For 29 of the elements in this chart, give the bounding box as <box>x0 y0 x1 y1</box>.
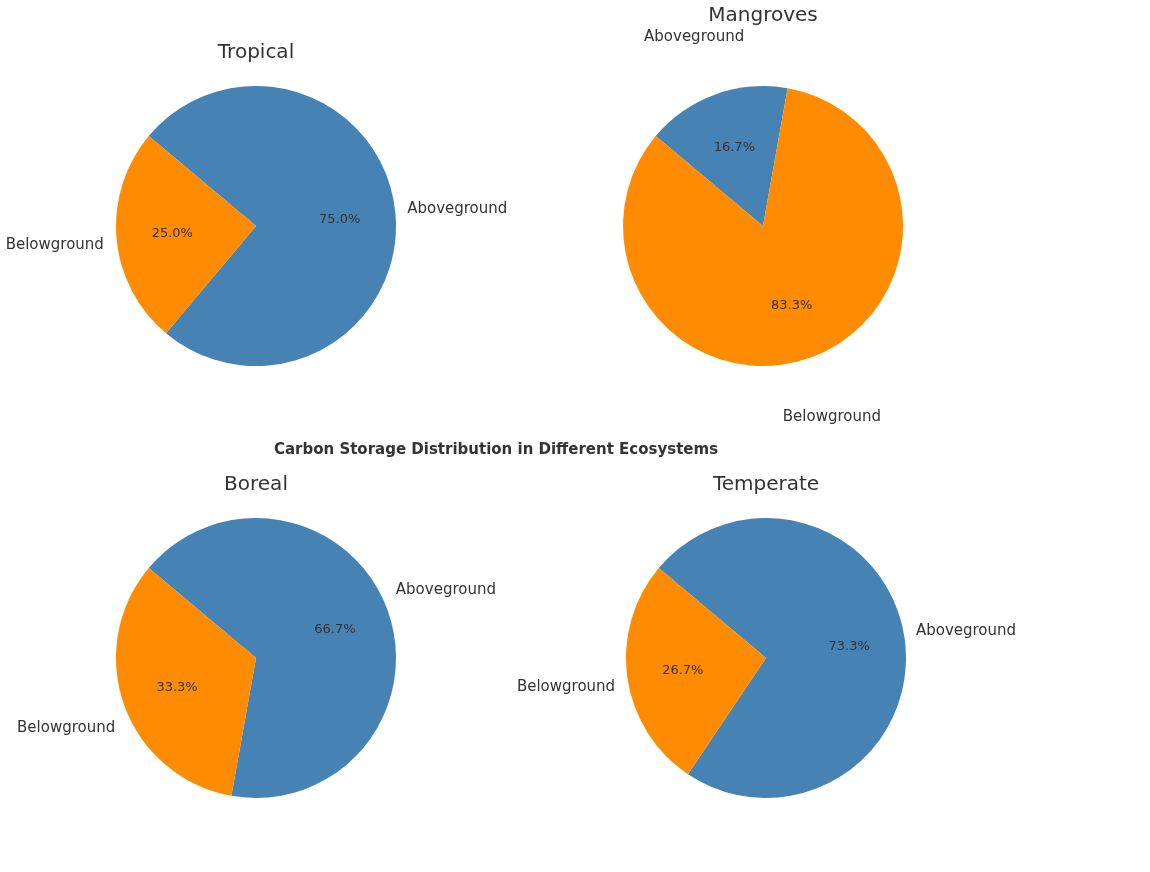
data-label: 75.0% <box>319 210 361 226</box>
data-label: 16.7% <box>713 139 756 155</box>
chart-title: Boreal <box>224 471 288 495</box>
chart-title: Temperate <box>711 471 820 495</box>
slice-label: Aboveground <box>644 27 745 46</box>
pie-slice <box>658 518 906 798</box>
chart-title: Tropical <box>216 39 295 63</box>
data-label: 26.7% <box>662 661 704 677</box>
slice-label: Aboveground <box>407 199 508 218</box>
pie-slice <box>626 568 766 775</box>
slice-label: Belowground <box>516 677 616 696</box>
data-label: 73.3% <box>828 638 870 654</box>
slice-label: Belowground <box>5 234 104 253</box>
data-label: 66.7% <box>314 621 356 637</box>
slice-label: Aboveground <box>915 620 1017 639</box>
pie-slice <box>116 568 256 796</box>
slice-label: Belowground <box>17 717 116 736</box>
data-label: 83.3% <box>770 296 813 312</box>
pie-slice <box>148 86 396 366</box>
data-label: 25.0% <box>151 225 193 241</box>
slice-label: Belowground <box>782 406 881 425</box>
pie-slice <box>116 136 256 334</box>
text: Carbon Storage Distribution in Different Ecosystems <box>273 440 719 458</box>
chart-title: Mangroves <box>708 2 818 27</box>
slice-label: Aboveground <box>395 580 496 599</box>
pie-slice <box>623 88 903 366</box>
pie-slice <box>655 86 788 226</box>
data-label: 33.3% <box>156 678 198 694</box>
pie-slice <box>148 518 396 798</box>
